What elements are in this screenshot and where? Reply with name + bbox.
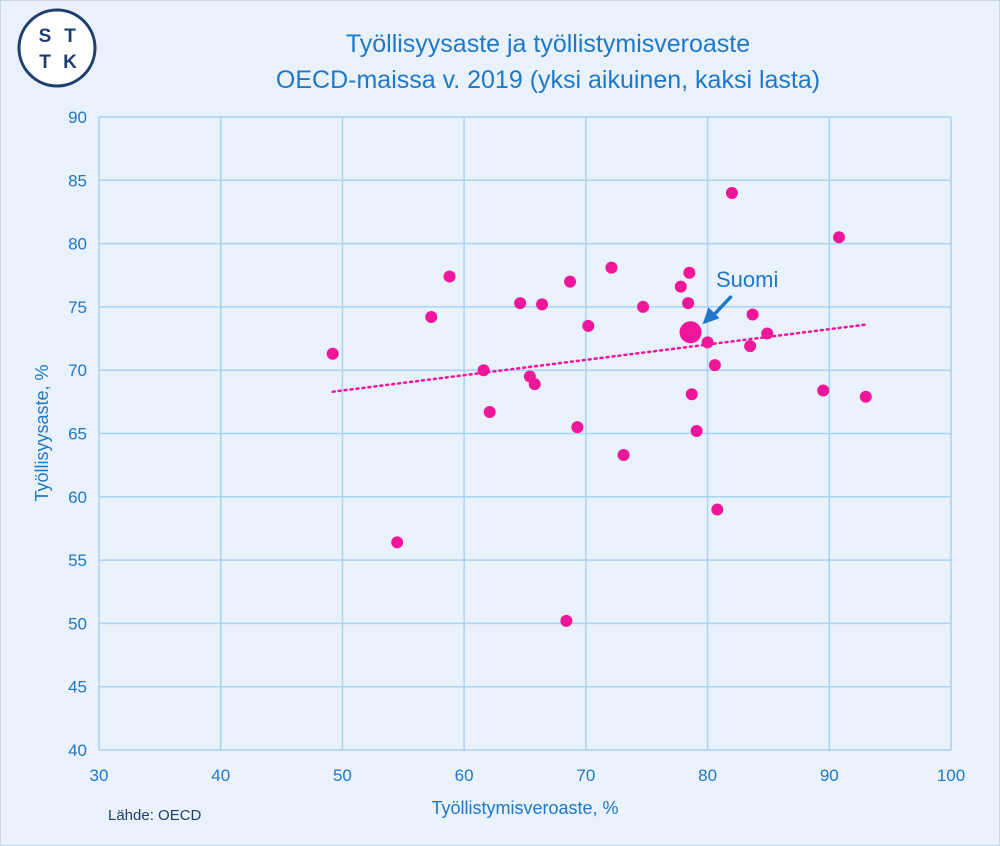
data-point [744, 340, 757, 353]
x-tick-label: 70 [576, 766, 595, 785]
y-tick-label: 50 [68, 614, 87, 633]
chart-title-line-1: Työllisyysaste ja työllistymisveroaste [346, 30, 750, 58]
annotation-arrow-head [702, 307, 720, 325]
data-point [536, 298, 549, 311]
data-point [711, 503, 724, 516]
data-point [483, 405, 496, 418]
data-point [560, 614, 573, 627]
data-point [685, 388, 698, 401]
x-tick-label: 60 [455, 766, 474, 785]
data-point [326, 347, 339, 360]
x-tick-label: 40 [211, 766, 230, 785]
data-point [605, 261, 618, 274]
source-note: Lähde: OECD [108, 807, 202, 824]
data-point [746, 308, 759, 321]
logo-letter-t2: T [39, 52, 51, 73]
data-point [859, 390, 872, 403]
x-tick-label: 50 [333, 766, 352, 785]
data-point [674, 280, 687, 293]
data-point [514, 297, 527, 310]
x-axis-label: Työllistymisveroaste, % [431, 798, 618, 818]
y-tick-label: 90 [68, 108, 87, 127]
data-point [637, 300, 650, 313]
data-point [690, 424, 703, 437]
y-tick-label: 80 [68, 235, 87, 254]
x-tick-label: 80 [698, 766, 717, 785]
y-tick-label: 45 [68, 678, 87, 697]
sttk-logo: S T T K [17, 8, 97, 88]
data-points [326, 186, 872, 627]
data-point [571, 421, 584, 434]
logo-letter-t1: T [64, 26, 76, 47]
data-point [701, 336, 714, 349]
data-point [477, 364, 490, 377]
suomi-label: Suomi [716, 267, 778, 292]
x-tick-label: 100 [937, 766, 965, 785]
chart-title-line-2: OECD-maissa v. 2019 (yksi aikuinen, kaks… [276, 66, 820, 94]
data-point [617, 449, 630, 462]
data-point [683, 266, 696, 279]
data-point [833, 231, 846, 244]
logo-letter-s: S [39, 26, 52, 47]
y-tick-label: 65 [68, 425, 87, 444]
data-point [817, 384, 830, 397]
annotations: Suomi [702, 267, 778, 325]
data-point [582, 319, 595, 332]
data-point [564, 275, 577, 288]
logo-circle [17, 8, 97, 88]
x-tick-label: 90 [820, 766, 839, 785]
y-tick-label: 85 [68, 171, 87, 190]
trendline [331, 323, 868, 393]
y-tick-label: 55 [68, 551, 87, 570]
y-tick-label: 40 [68, 741, 87, 760]
data-point [708, 359, 721, 372]
suomi-point [679, 321, 702, 344]
y-tick-label: 75 [68, 298, 87, 317]
trendline-path [331, 323, 868, 393]
x-tick-label: 30 [90, 766, 109, 785]
data-point [425, 311, 438, 324]
annotation-arrow-shaft [710, 295, 733, 318]
y-tick-label: 70 [68, 361, 87, 380]
data-point [682, 297, 695, 310]
grid [98, 116, 952, 751]
y-tick-label: 60 [68, 488, 87, 507]
y-axis-label: Työllisyysaste, % [32, 364, 52, 501]
data-point [725, 186, 738, 199]
data-point [528, 378, 541, 391]
data-point [391, 536, 404, 549]
logo-letter-k: K [63, 52, 77, 73]
data-point [761, 327, 774, 340]
data-point [443, 270, 456, 283]
